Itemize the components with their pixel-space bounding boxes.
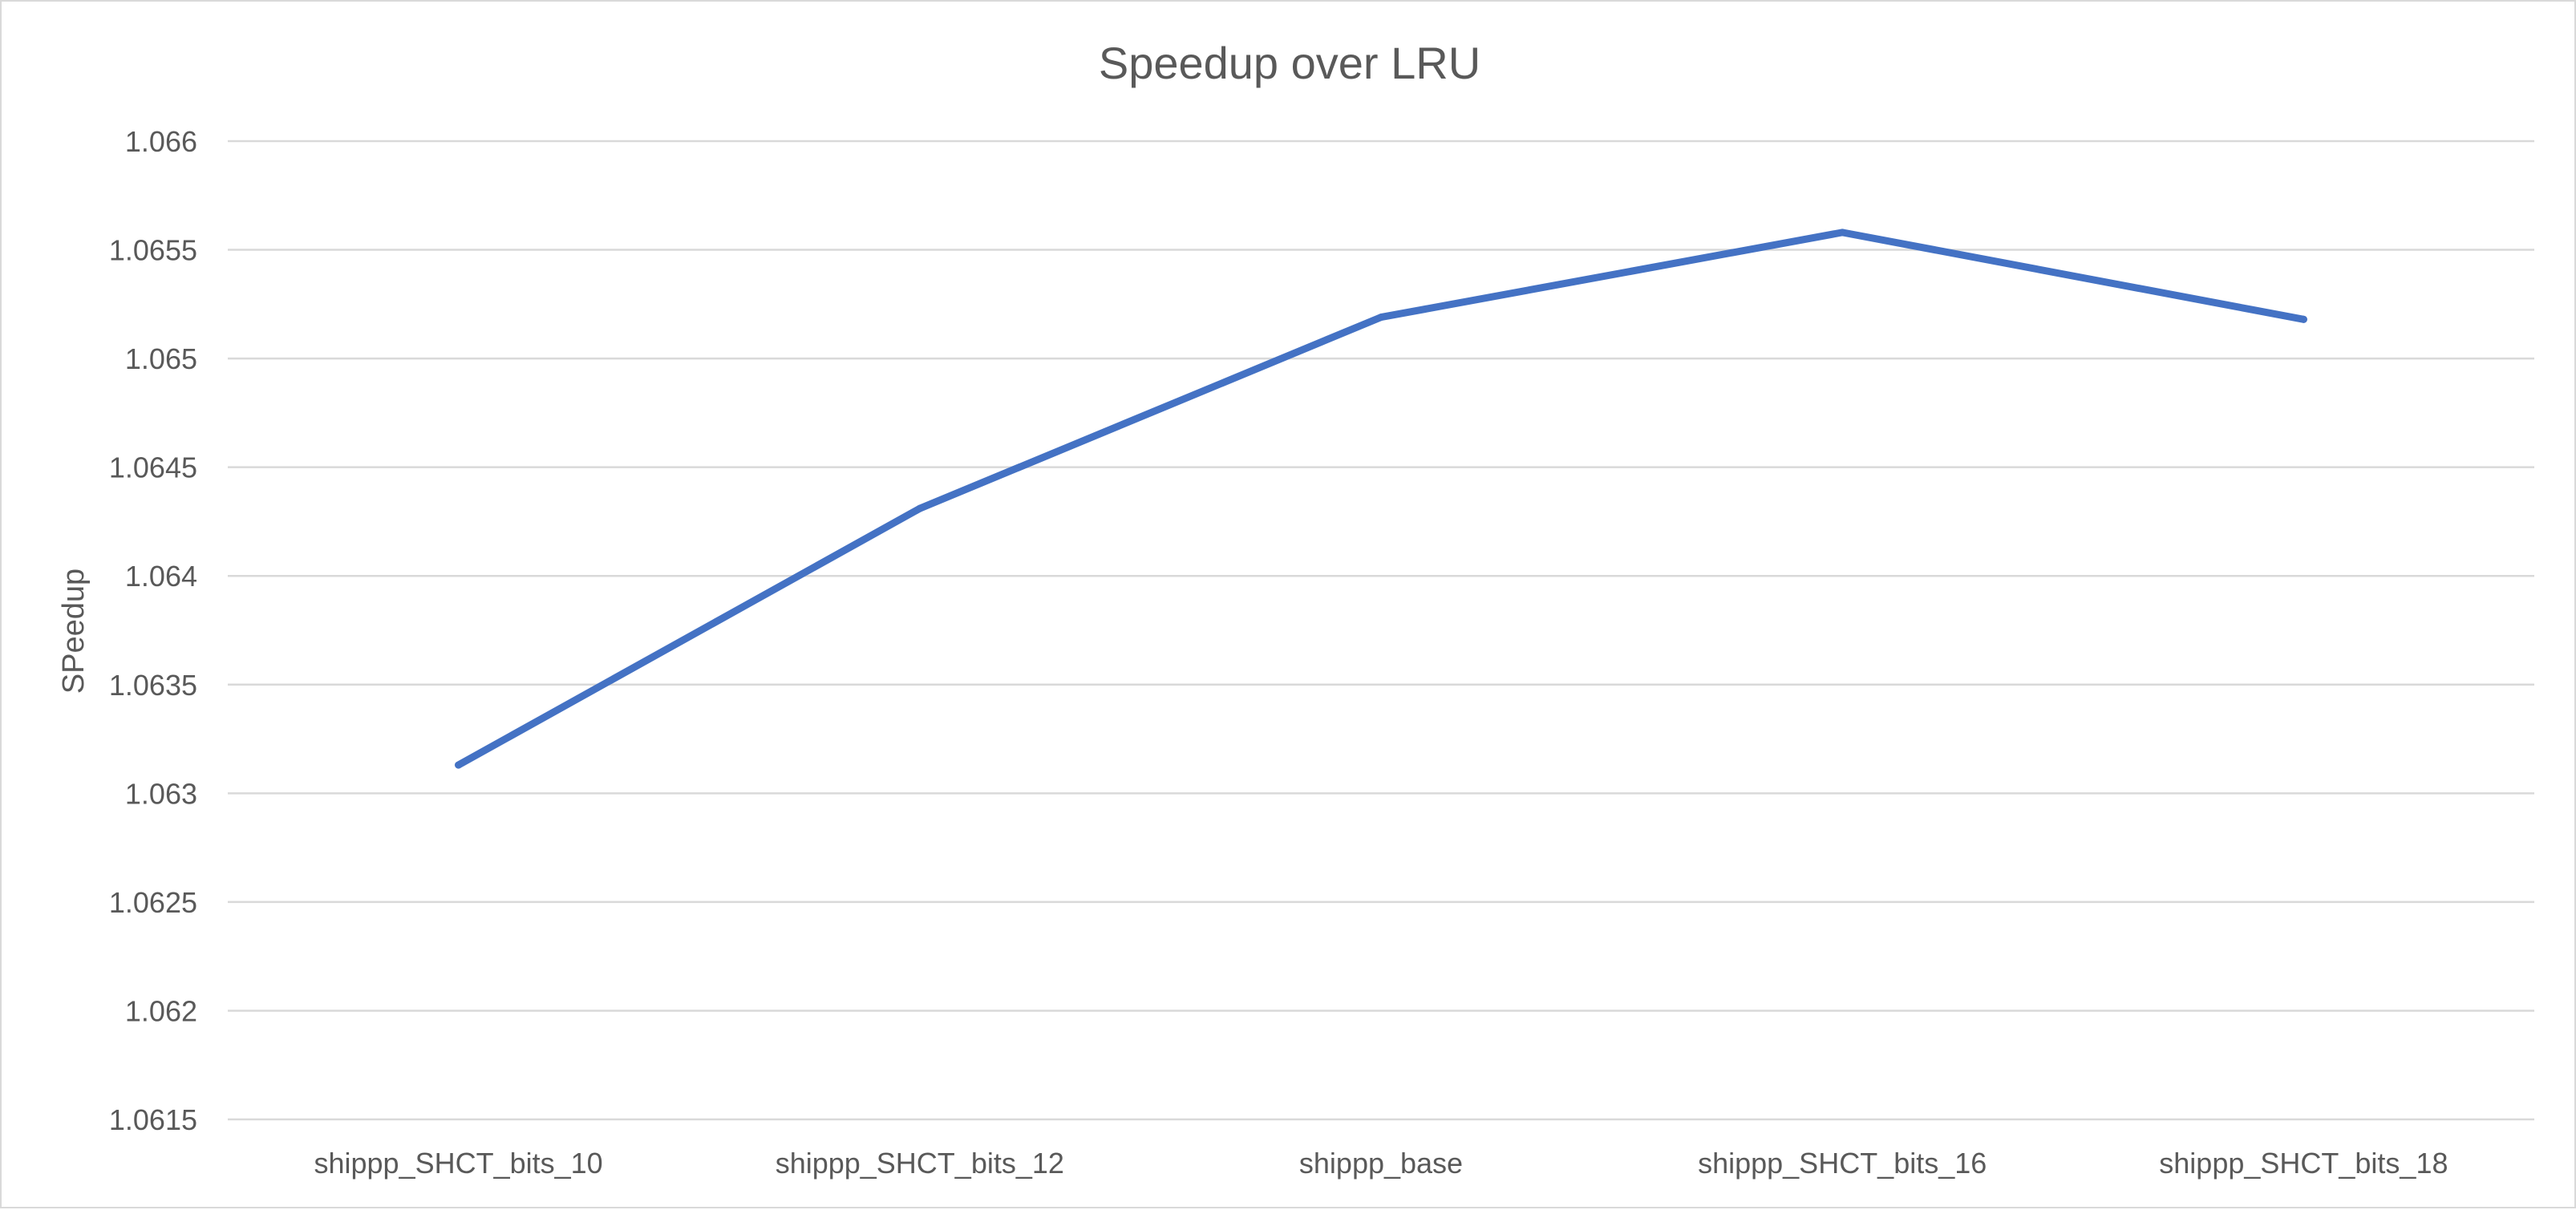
data-point — [1377, 314, 1385, 322]
data-point — [455, 761, 463, 769]
data-point — [1838, 229, 1846, 237]
gridlines — [228, 140, 2534, 1121]
y-tick-label: 1.0645 — [109, 451, 197, 484]
x-tick-label: shippp_SHCT_bits_16 — [1698, 1147, 1987, 1180]
y-tick-label: 1.0615 — [109, 1103, 197, 1136]
y-tick-label: 1.062 — [125, 994, 197, 1027]
y-tick-label: 1.064 — [125, 560, 197, 593]
x-axis-ticks: shippp_SHCT_bits_10 shippp_SHCT_bits_12 sh… — [314, 1147, 2448, 1180]
series-group — [455, 229, 2307, 769]
y-tick-label: 1.066 — [125, 125, 197, 158]
y-axis-label: SPeedup — [57, 569, 91, 694]
x-tick-label: shippp_base — [1299, 1147, 1463, 1180]
y-axis-ticks: 1.066 1.0655 1.065 1.0645 1.064 1.0635 1.063 1.… — [109, 125, 197, 1136]
y-tick-label: 1.063 — [125, 777, 197, 810]
y-tick-label: 1.0655 — [109, 234, 197, 267]
y-tick-label: 1.065 — [125, 342, 197, 375]
data-point — [916, 504, 924, 512]
data-point — [2299, 315, 2307, 323]
y-tick-label: 1.0635 — [109, 669, 197, 702]
x-tick-label: shippp_SHCT_bits_12 — [776, 1147, 1064, 1180]
chart-title: Speedup over LRU — [1099, 38, 1480, 88]
x-tick-label: shippp_SHCT_bits_18 — [2159, 1147, 2448, 1180]
x-tick-label: shippp_SHCT_bits_10 — [314, 1147, 602, 1180]
y-tick-label: 1.0625 — [109, 886, 197, 919]
